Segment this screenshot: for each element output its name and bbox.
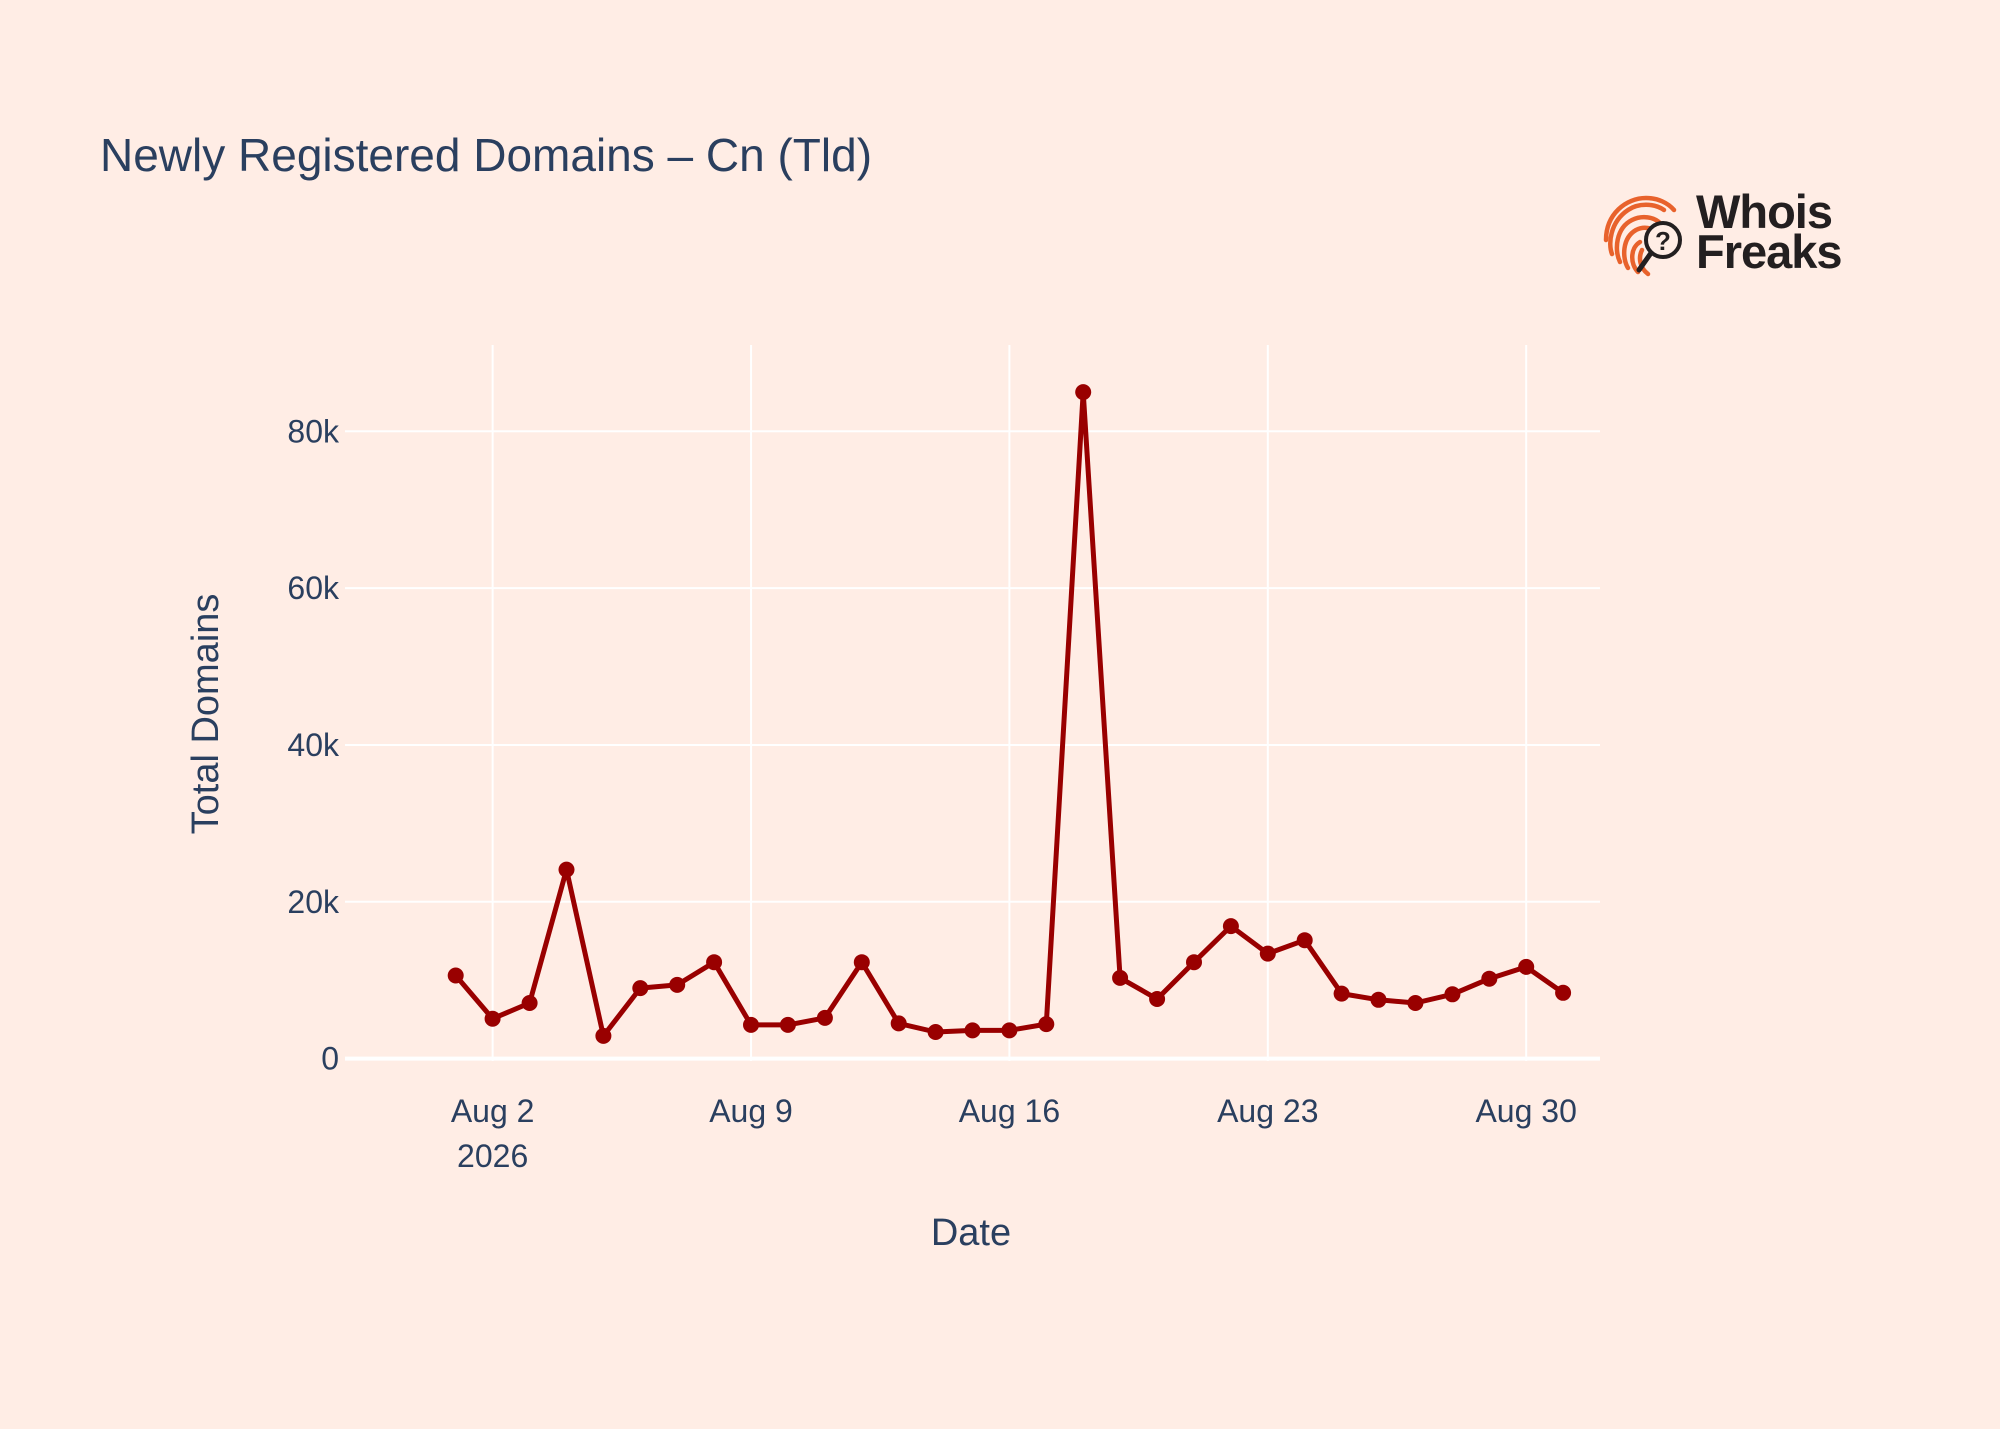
logo-wordmark: Whois Freaks	[1696, 185, 1843, 278]
data-point[interactable]	[1001, 1022, 1018, 1039]
data-point[interactable]	[1481, 970, 1498, 987]
tick-labels: 0 20k 40k 60k 80k Aug 2 2026 Aug 9 Aug 16 Aug 23 A…	[287, 413, 1576, 1174]
data-point[interactable]	[1333, 985, 1350, 1002]
data-point[interactable]	[669, 976, 686, 993]
data-point[interactable]	[1407, 995, 1424, 1011]
y-tick-label: 0	[321, 1041, 339, 1077]
data-point[interactable]	[595, 1027, 612, 1044]
x-axis-title: Date	[931, 1212, 1011, 1254]
whoisfreaks-logo: ? Whois Freaks	[1598, 185, 1858, 282]
data-point[interactable]	[927, 1024, 944, 1040]
data-point[interactable]	[1075, 384, 1092, 401]
data-point[interactable]	[964, 1022, 981, 1039]
data-point[interactable]	[558, 861, 575, 878]
data-point[interactable]	[1555, 984, 1572, 1001]
data-point[interactable]	[743, 1016, 759, 1033]
data-point[interactable]	[816, 1009, 833, 1026]
y-tick-label: 60k	[287, 570, 340, 606]
fingerprint-icon: ?	[1603, 195, 1682, 277]
data-point[interactable]	[779, 1016, 796, 1033]
data-point[interactable]	[1370, 991, 1387, 1008]
data-point[interactable]	[1296, 932, 1313, 949]
data-point[interactable]	[1259, 945, 1276, 962]
logo-text-freaks: Freaks	[1696, 225, 1843, 278]
data-point[interactable]	[1112, 969, 1129, 986]
x-tick-label: Aug 9	[709, 1093, 793, 1129]
data-point[interactable]	[1038, 1016, 1055, 1033]
y-tick-label: 40k	[287, 727, 340, 763]
x-tick-label: Aug 30	[1475, 1093, 1576, 1129]
data-point[interactable]	[706, 954, 723, 971]
x-tick-sublabel: 2026	[457, 1138, 528, 1174]
data-point[interactable]	[632, 980, 649, 997]
data-point[interactable]	[1186, 954, 1202, 971]
chart-title: Newly Registered Domains – Cn (Tld)	[100, 129, 873, 181]
data-point[interactable]	[447, 967, 464, 984]
data-point[interactable]	[1518, 958, 1535, 975]
data-point[interactable]	[1222, 918, 1239, 935]
x-tick-label: Aug 23	[1217, 1093, 1318, 1129]
y-tick-label: 80k	[287, 413, 340, 449]
data-point[interactable]	[1149, 991, 1166, 1007]
data-point[interactable]	[1444, 986, 1461, 1003]
grid-lines	[345, 345, 1600, 1061]
data-point[interactable]	[521, 995, 538, 1011]
svg-text:?: ?	[1655, 226, 1671, 256]
y-tick-label: 20k	[287, 884, 340, 920]
x-tick-label: Aug 2	[451, 1093, 535, 1129]
logo-text-whois: Whois	[1696, 185, 1833, 238]
data-point[interactable]	[484, 1010, 501, 1027]
y-axis-title: Total Domains	[185, 594, 227, 835]
x-tick-label: Aug 16	[959, 1093, 1060, 1129]
data-point[interactable]	[890, 1015, 907, 1032]
series	[447, 384, 1572, 1044]
data-point[interactable]	[853, 954, 870, 971]
